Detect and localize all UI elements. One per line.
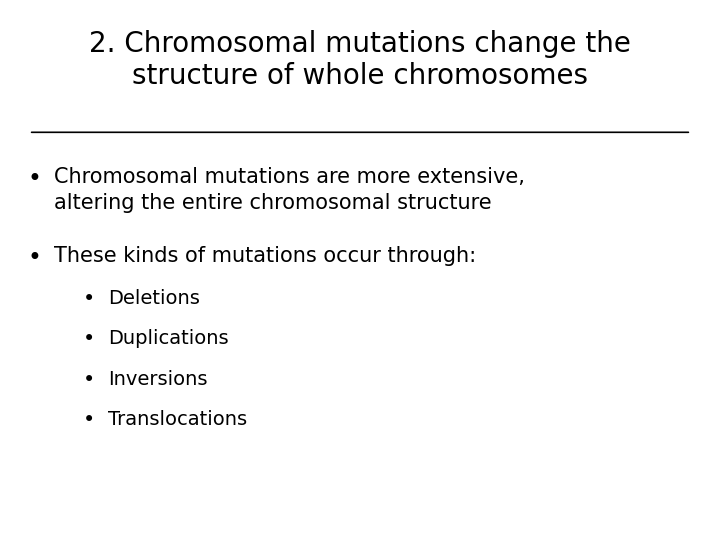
Text: •: • bbox=[27, 246, 41, 269]
Text: These kinds of mutations occur through:: These kinds of mutations occur through: bbox=[54, 246, 476, 266]
Text: Duplications: Duplications bbox=[108, 329, 229, 348]
Text: •: • bbox=[83, 370, 95, 390]
Text: 2. Chromosomal mutations change the
structure of whole chromosomes: 2. Chromosomal mutations change the stru… bbox=[89, 30, 631, 90]
Text: Chromosomal mutations are more extensive,
altering the entire chromosomal struct: Chromosomal mutations are more extensive… bbox=[54, 167, 525, 213]
Text: Translocations: Translocations bbox=[108, 410, 247, 429]
Text: •: • bbox=[83, 289, 95, 309]
Text: Inversions: Inversions bbox=[108, 370, 207, 389]
Text: Deletions: Deletions bbox=[108, 289, 200, 308]
Text: •: • bbox=[83, 410, 95, 430]
Text: •: • bbox=[27, 167, 41, 191]
Text: •: • bbox=[83, 329, 95, 349]
